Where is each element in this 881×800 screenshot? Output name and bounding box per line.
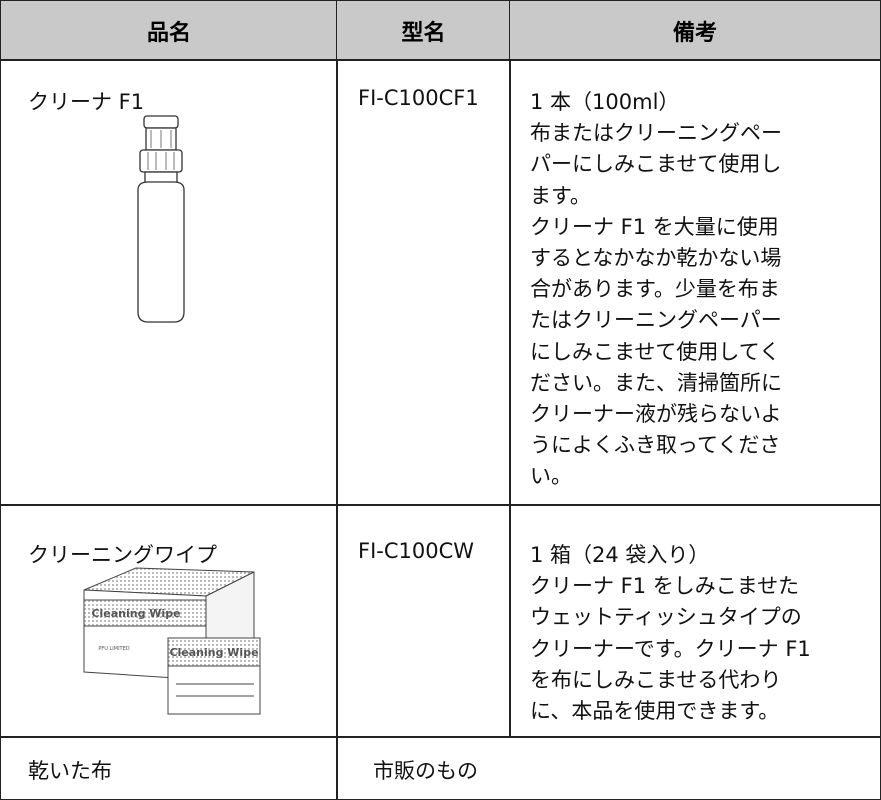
header-text: 備考 xyxy=(672,20,717,46)
cell xyxy=(0,504,338,738)
header-text: 品名 xyxy=(146,20,191,46)
note-line: ます。 xyxy=(530,183,591,208)
note-line: ウェットティッシュタイプの xyxy=(530,605,802,630)
wipe-label: Cleaning Wipe xyxy=(91,607,180,620)
cell xyxy=(0,59,338,506)
note-line: 合があります。少量を布ま xyxy=(530,277,780,302)
item-name: 乾いた布 xyxy=(28,759,112,783)
model-name: FI-C100CF1 xyxy=(358,86,479,110)
wipe-label: Cleaning Wipe xyxy=(169,646,258,659)
header-cell: 備考 xyxy=(509,0,881,61)
bottle-illustration xyxy=(137,115,185,323)
item-name: クリーニングワイプ xyxy=(28,543,217,567)
header-text: 型名 xyxy=(401,20,446,46)
note-line: を布にしみこませる代わり xyxy=(530,667,782,692)
note-line: い。 xyxy=(530,464,572,489)
note-line: うによくふき取ってくださ xyxy=(530,433,781,458)
note-line: に、本品を使用できます。 xyxy=(530,699,780,723)
header-cell: 品名 xyxy=(0,0,338,61)
note-line: クリーナ F1 を大量に使用 xyxy=(530,214,779,239)
cell xyxy=(336,59,511,506)
wipe-maker: PFU LIMITED xyxy=(98,646,129,652)
model-name: 市販のもの xyxy=(373,759,478,783)
note-line: にしみこませて使用してく xyxy=(530,339,781,364)
note-line: たはクリーニングペーパー xyxy=(530,308,782,333)
note-line: 1 箱（24 袋入り） xyxy=(530,543,710,567)
note-line: クリーナーです。クリーナ F1 xyxy=(530,636,811,661)
wipes-illustration: Cleaning Wipe Cleaning Wipe PFU LIMITED xyxy=(83,567,261,715)
cell xyxy=(336,504,511,738)
note-line: パーにしみこませて使用し xyxy=(530,152,782,177)
note-line: 布またはクリーニングペー xyxy=(530,121,782,146)
item-name: クリーナ F1 xyxy=(28,90,145,114)
header-cell: 型名 xyxy=(336,0,511,61)
note-line: するとなかなか乾かない場 xyxy=(530,246,782,270)
note-line: クリーナ F1 をしみこませた xyxy=(530,574,800,599)
note-line: クリーナー液が残らないよ xyxy=(530,402,782,426)
note-line: 1 本（100ml） xyxy=(530,90,680,114)
model-name: FI-C100CW xyxy=(358,539,475,563)
note-line: ださい。また、清掃箇所に xyxy=(530,370,782,395)
